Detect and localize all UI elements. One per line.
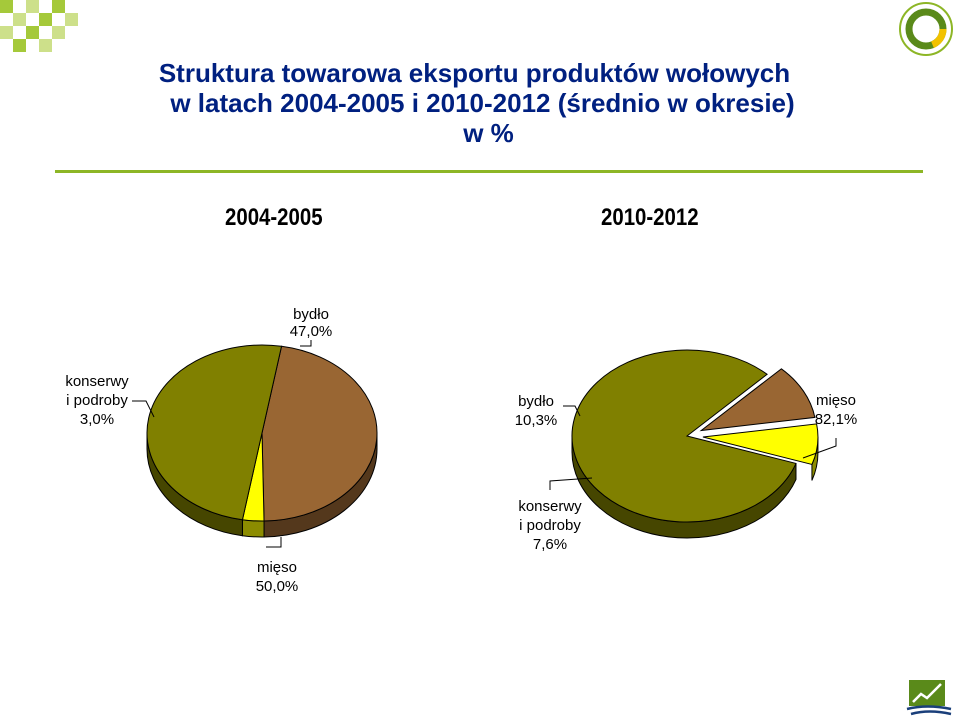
pie-1-slice-side-2	[241, 519, 265, 538]
pie-1-leader-3	[266, 537, 282, 548]
pie-2-leader-1	[563, 405, 581, 417]
chart-title-line-2: w latach 2004-2005 i 2010-2012 (średnio …	[170, 88, 795, 118]
checker-logo-icon	[0, 0, 78, 52]
program-badge-icon	[899, 2, 953, 56]
pie-2-leader-2	[549, 477, 593, 490]
pie-2-title: 2010-2012	[601, 204, 699, 231]
pie-2-slice-1	[699, 368, 816, 432]
pie-2-label-1-line-2: 10,3%	[515, 412, 558, 429]
pie-1-label-2-line-2: i podroby	[66, 392, 128, 409]
pie-1-slice-1	[261, 345, 378, 522]
pie-1-label-3-line-2: 50,0%	[256, 578, 299, 595]
pie-1-slice-3	[146, 344, 283, 521]
pie-2-slice-3	[571, 349, 797, 523]
pie-2-label-2-line-1: konserwy	[518, 498, 582, 515]
pie-1-label-2-line-1: konserwy	[65, 373, 129, 390]
pie-2-label-3-line-1: mięso	[816, 392, 856, 409]
pie-1-label-1-line-1: bydło	[293, 306, 329, 323]
pie-2-label-3-line-2: 82,1%	[815, 411, 858, 428]
pie-2-slice-2	[702, 423, 819, 466]
chart-trend-logo-icon	[906, 680, 952, 716]
pie-1-leader-1	[300, 340, 312, 347]
pie-1-label-1-line-2: 47,0%	[290, 323, 333, 340]
pie-1-title: 2004-2005	[225, 204, 323, 231]
pie-2-leader-3	[802, 438, 837, 459]
chart-title-line-3: w %	[463, 118, 514, 148]
pie-2-label-2-line-3: 7,6%	[533, 536, 567, 553]
pie-2-label-1-line-1: bydło	[518, 393, 554, 410]
pie-2-label-2-line-2: i podroby	[519, 517, 581, 534]
title-divider	[55, 170, 923, 173]
pie-1-label-3-line-1: mięso	[257, 559, 297, 576]
chart-title-line-1: Struktura towarowa eksportu produktów wo…	[158, 58, 791, 88]
pie-2-group: bydło 10,3% konserwy i podroby 7,6% mięso 82,1…	[515, 349, 858, 553]
pie-1-label-2-line-3: 3,0%	[80, 411, 114, 428]
pie-1-leader-2	[132, 400, 155, 418]
